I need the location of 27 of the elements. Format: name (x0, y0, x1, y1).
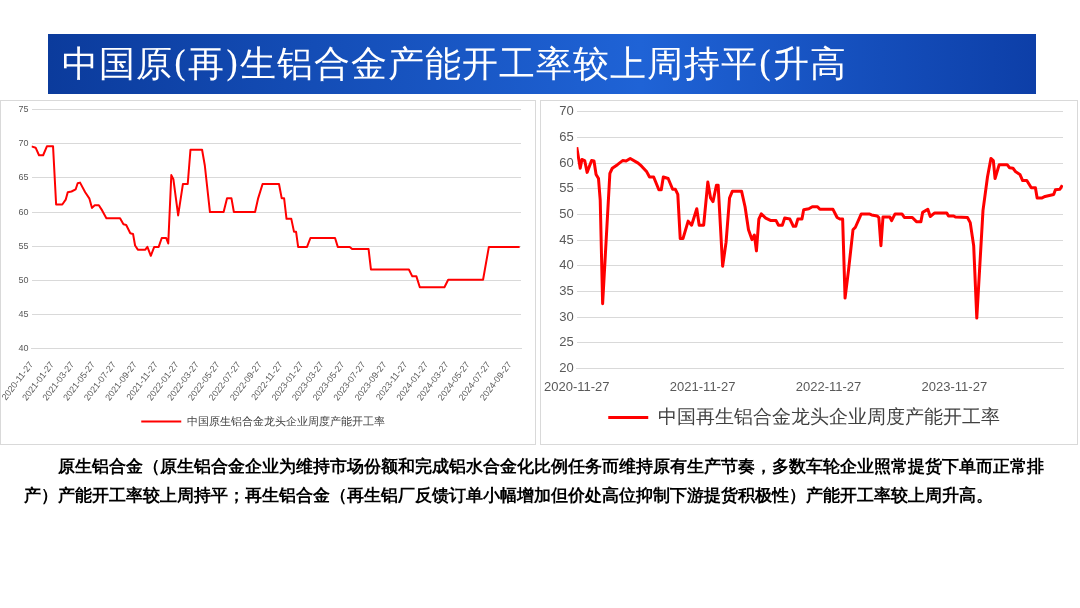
x-tick-label: 2023-11-27 (921, 378, 988, 394)
y-tick-label: 45 (18, 309, 29, 320)
y-tick-label: 20 (559, 359, 574, 375)
legend-label: 中国再生铝合金龙头企业周度产能开工率 (657, 405, 1000, 427)
legend-label: 中国原生铝合金龙头企业周度产能开工率 (186, 414, 385, 427)
x-tick-label: 2021-11-27 (669, 378, 736, 394)
x-tick-label: 2020-11-27 (543, 378, 610, 394)
y-tick-label: 30 (559, 308, 574, 324)
y-tick-label: 35 (559, 283, 574, 298)
y-tick-label: 65 (559, 129, 574, 145)
y-tick-label: 25 (559, 334, 574, 350)
y-tick-label: 75 (18, 103, 29, 114)
y-tick-label: 70 (559, 103, 574, 119)
y-tick-label: 40 (18, 343, 29, 354)
y-tick-label: 65 (18, 172, 29, 183)
y-tick-label: 45 (559, 231, 574, 247)
chart-title: 中国原(再)生铝合金产能开工率较上周持平(升高 (48, 34, 1036, 94)
y-tick-label: 60 (559, 154, 574, 170)
y-tick-label: 50 (559, 206, 574, 222)
y-tick-label: 60 (18, 206, 29, 217)
y-tick-label: 70 (18, 138, 29, 149)
y-tick-label: 50 (18, 274, 29, 285)
y-tick-label: 55 (559, 180, 574, 196)
x-tick-label: 2022-11-27 (795, 378, 862, 394)
text: 原生铝合金（原生铝合金企业为维持市场份额和完成铝水合金化比例任务而维持原有生产节奏，多数车轮企业照常提货下单而正常排产）产能开工率较上周持平；再生铝合金（再生铝厂反馈订单小幅增加但价处高位抑制下游提货积极性）产能开工率较上周升高。 (24, 455, 1045, 507)
y-tick-label: 40 (559, 257, 574, 273)
y-tick-label: 55 (18, 240, 29, 251)
